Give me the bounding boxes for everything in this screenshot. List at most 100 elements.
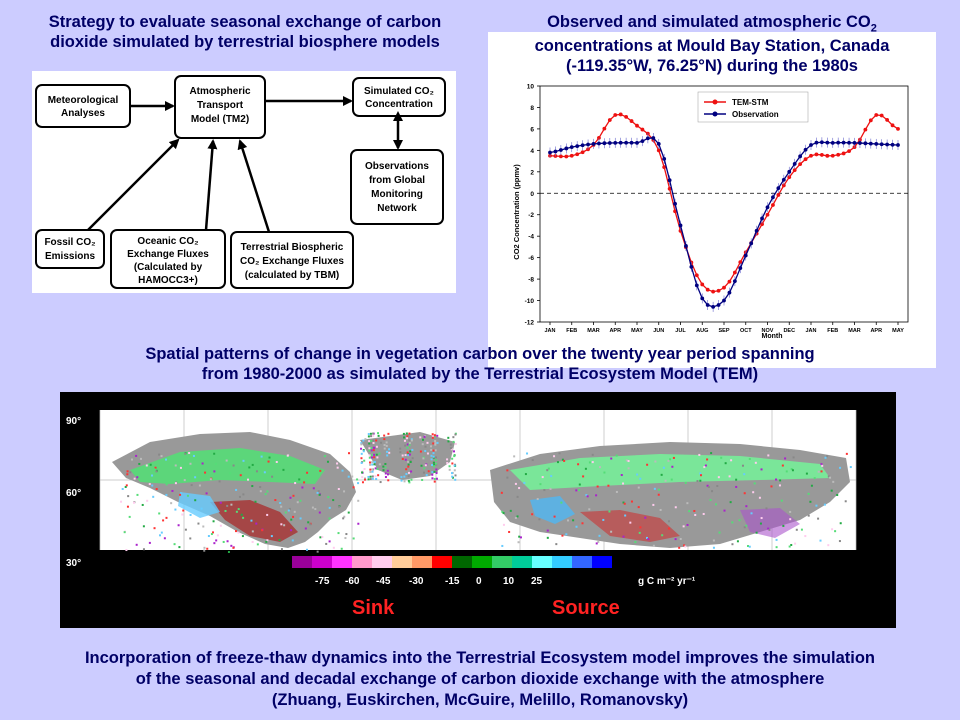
atm-model-box: Atmospheric Transport Model (TM2): [174, 75, 266, 139]
data-point: [809, 153, 813, 158]
series-1: [548, 132, 900, 312]
data-point: [809, 143, 813, 147]
data-point: [694, 273, 699, 278]
colorbar-tick-label: -60: [345, 576, 360, 587]
data-point: [863, 127, 868, 132]
data-point: [874, 113, 879, 117]
map-title: Spatial patterns of change in vegetation…: [20, 344, 940, 384]
footer: Incorporation of freeze-thaw dynamics in…: [10, 648, 950, 711]
co2-title-line2: concentrations at Mould Bay Station, Can…: [534, 37, 890, 55]
y-axis-label: CO2 Concentration (ppmv): [512, 164, 521, 260]
data-point: [760, 216, 764, 221]
y-tick-label: 0: [530, 191, 534, 198]
y-tick-label: -8: [528, 277, 534, 284]
flow-title-line1: Strategy to evaluate seasonal exchange o…: [48, 13, 442, 31]
data-point: [645, 136, 650, 141]
data-point: [803, 157, 808, 162]
data-point: [722, 298, 726, 303]
data-point: [830, 153, 835, 158]
y-tick-label: -2: [528, 212, 534, 219]
data-point: [580, 150, 585, 155]
data-point: [700, 296, 705, 301]
terr-line-1: CO₂ Exchange Fluxes: [240, 256, 344, 267]
data-point: [814, 140, 819, 145]
data-point: [798, 154, 803, 159]
source-label: Source: [552, 597, 620, 619]
data-point: [890, 142, 895, 147]
data-point: [732, 270, 737, 275]
data-point: [879, 142, 884, 147]
x-tick-label: NOV: [762, 328, 774, 334]
ocean-line-2: (Calculated by: [134, 262, 203, 273]
co2-series: [548, 112, 900, 312]
legend-tem-stm: TEM-STM: [732, 98, 769, 107]
map-graphic: [99, 410, 857, 553]
data-point: [667, 186, 672, 191]
data-point: [885, 118, 890, 122]
x-tick-label: JUN: [653, 328, 664, 334]
data-point: [743, 253, 748, 258]
data-point: [776, 193, 781, 197]
data-point: [841, 140, 846, 145]
data-point: [885, 142, 890, 147]
obs-line-3: Network: [377, 203, 417, 214]
colorbar-tick-label: 0: [476, 576, 482, 587]
data-point: [694, 283, 699, 288]
colorbar-tick-label: -15: [445, 576, 460, 587]
ocean-line-3: HAMOCC3+): [138, 275, 198, 286]
data-point: [673, 201, 677, 206]
arrow-terr-to-atm: [237, 139, 271, 233]
observations-box: Observations from Global Monitoring Netw…: [350, 149, 444, 225]
data-point: [874, 142, 879, 146]
colorbar-swatch: [352, 556, 372, 568]
x-tick-label: MAR: [587, 328, 600, 334]
colorbar-tick-label: -75: [315, 576, 330, 587]
data-point: [684, 244, 688, 248]
colorbar-swatch: [532, 556, 552, 568]
data-point: [749, 241, 754, 246]
data-point: [553, 149, 558, 154]
data-point: [765, 212, 770, 217]
data-point: [830, 140, 835, 145]
data-point: [787, 175, 792, 180]
flow-title-line2: dioxide simulated by terrestrial biosphe…: [50, 33, 440, 51]
data-point: [792, 168, 797, 173]
data-point: [727, 290, 732, 295]
atm-line-0: Atmospheric: [189, 86, 251, 97]
data-point: [656, 148, 661, 153]
co2-title-subscript: 2: [870, 22, 877, 35]
x-tick-label: MAR: [848, 328, 861, 334]
data-point: [819, 140, 824, 145]
data-point: [716, 303, 721, 307]
x-tick-label: FEB: [566, 328, 577, 334]
colorbar-swatch: [472, 556, 492, 568]
colorbar-swatch: [492, 556, 512, 568]
data-point: [564, 146, 569, 151]
colorbar-swatch: [592, 556, 612, 568]
y-tick-label: 8: [530, 105, 534, 112]
footer-line1: Incorporation of freeze-thaw dynamics in…: [84, 649, 876, 667]
colorbar-swatch: [452, 556, 472, 568]
flow-title: Strategy to evaluate seasonal exchange o…: [22, 12, 468, 52]
data-point: [624, 140, 629, 145]
data-point: [700, 282, 705, 287]
terrestrial-box: Terrestrial Biospheric CO₂ Exchange Flux…: [230, 231, 354, 289]
data-point: [613, 140, 618, 145]
data-point: [667, 178, 672, 183]
x-tick-label: MAY: [892, 328, 904, 334]
y-tick-label: 4: [530, 148, 534, 155]
data-point: [803, 147, 808, 152]
co2-title-line1: Observed and simulated atmospheric CO2: [488, 12, 936, 38]
colorbar-swatch: [552, 556, 572, 568]
data-point: [689, 264, 694, 269]
data-point: [569, 145, 574, 150]
lat-label-30: 30°: [66, 558, 82, 569]
x-tick-label: OCT: [740, 328, 752, 334]
colorbar-unit: g C m⁻² yr⁻¹: [638, 576, 696, 587]
data-point: [673, 209, 677, 214]
data-point: [847, 149, 851, 154]
data-point: [607, 118, 612, 122]
colorbar-swatch: [392, 556, 412, 568]
obs-line-1: from Global: [369, 175, 425, 186]
data-point: [798, 162, 803, 167]
